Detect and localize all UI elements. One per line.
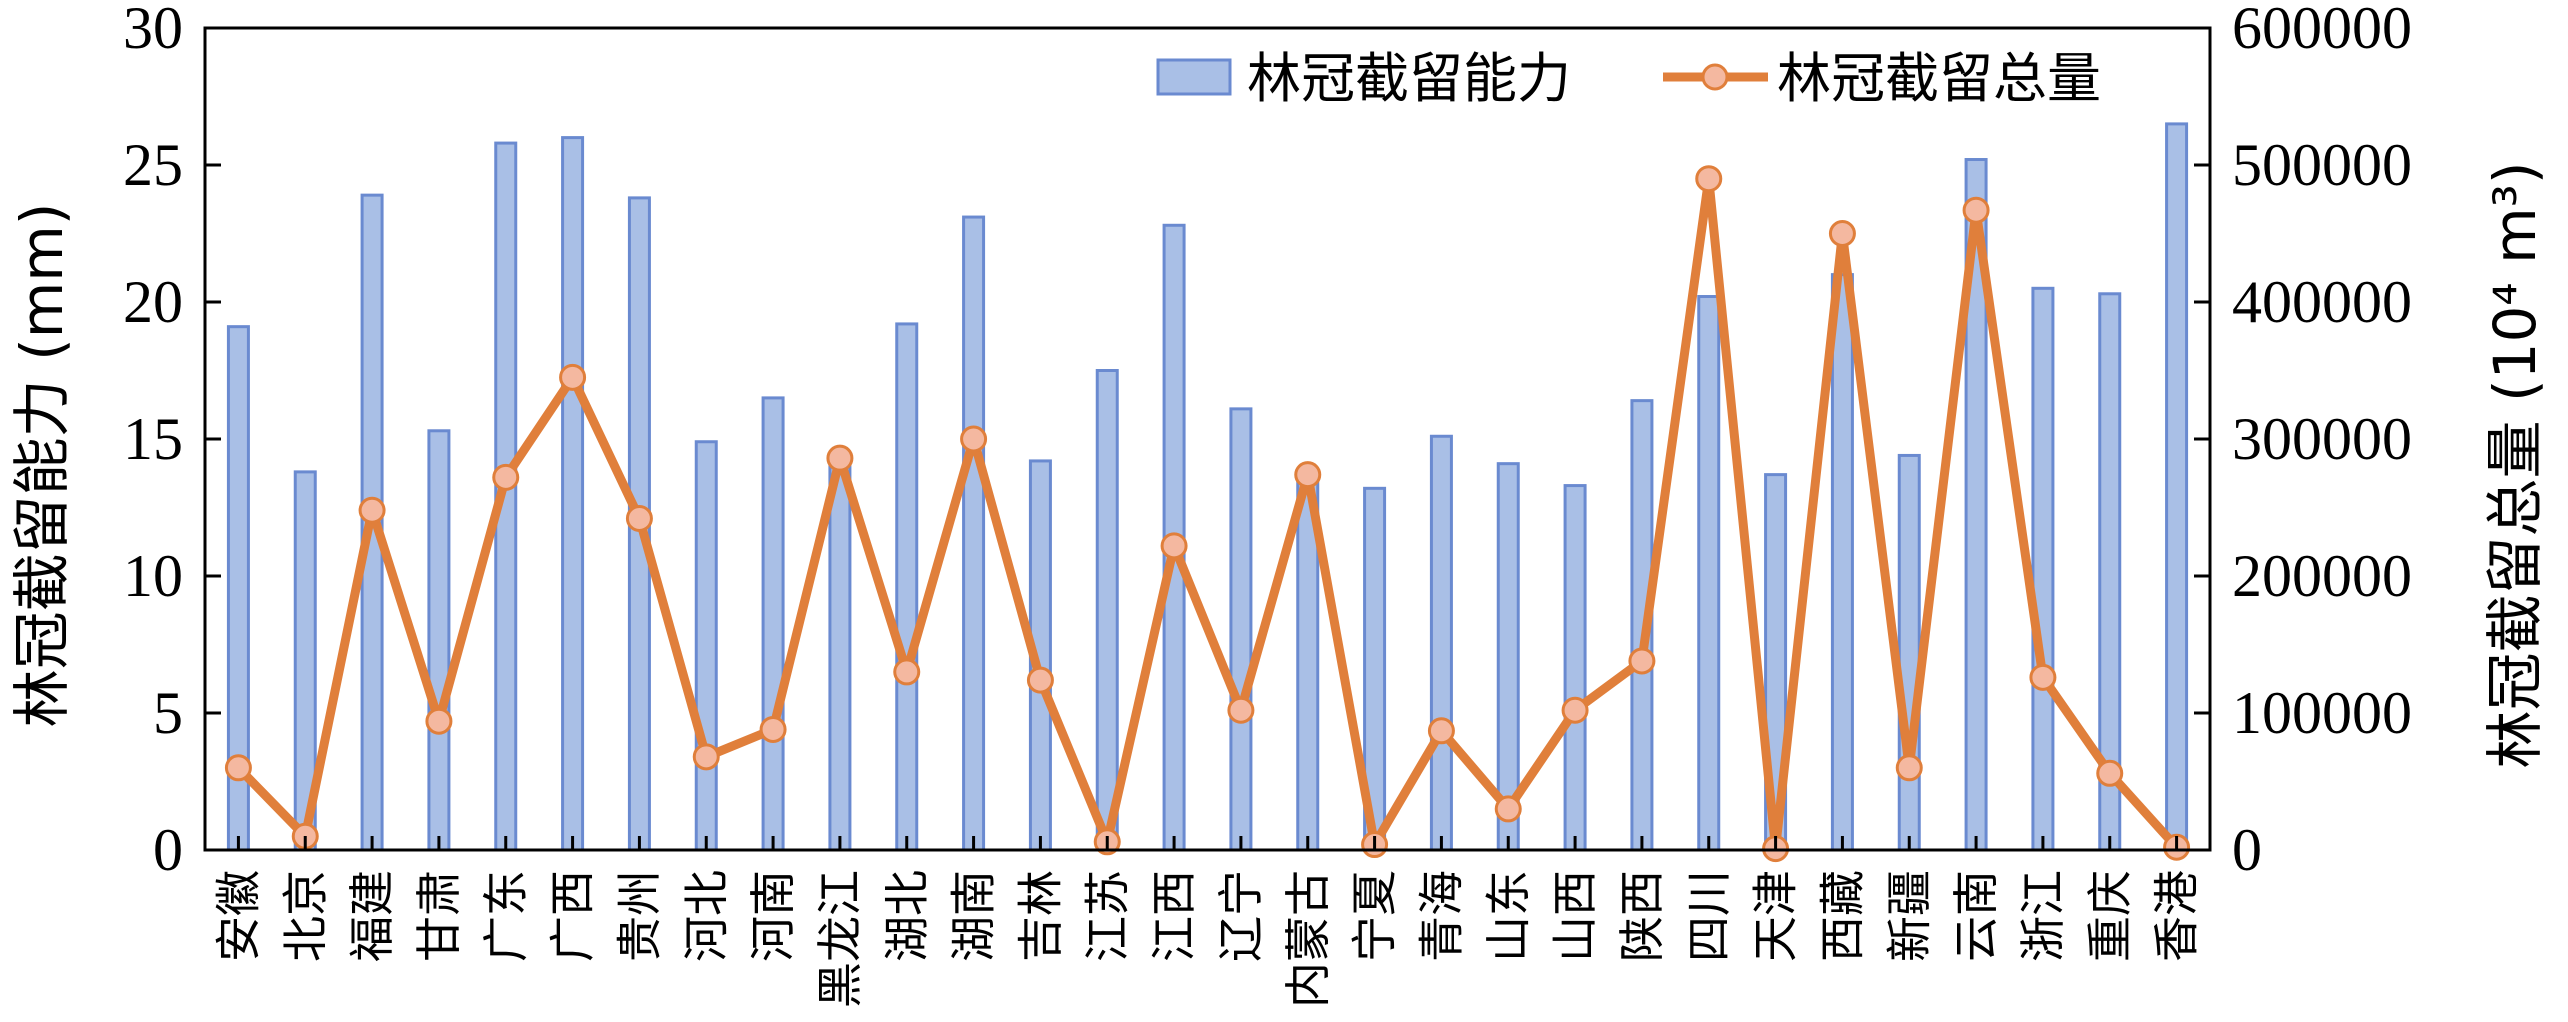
x-tick-label: 河南	[746, 870, 800, 962]
line-point	[1160, 532, 1188, 560]
y-axis-right-title: 林冠截留总量 (10⁴ m³)	[2481, 162, 2549, 769]
ticks-layer: 0 5 10 15 20 25 30 0 100000 200000 300000 400000 500…	[123, 0, 2412, 1008]
x-tick-label: 内蒙古	[1281, 870, 1335, 1008]
bars-layer	[226, 122, 2189, 852]
axes-layer	[203, 26, 2212, 852]
bar	[2165, 122, 2189, 852]
y-tick-label-left: 25	[123, 132, 183, 198]
x-tick-label: 湖南	[947, 870, 1001, 962]
line-point	[1294, 461, 1322, 489]
x-tick-label: 西藏	[1815, 870, 1869, 962]
x-tick-label: 贵州	[612, 870, 666, 962]
y-tick-label-right: 500000	[2232, 132, 2412, 198]
x-tick-label: 浙江	[2016, 870, 2070, 962]
line-point	[425, 707, 453, 735]
line-point	[1494, 795, 1522, 823]
y-tick-label-left: 0	[153, 817, 183, 883]
legend-line-label: 林冠截留总量	[1777, 47, 2101, 110]
bar	[962, 215, 986, 852]
legend-line-marker	[1701, 63, 1729, 91]
y-tick-label-left: 5	[153, 680, 183, 746]
bar	[1563, 484, 1587, 852]
x-tick-label: 四川	[1682, 870, 1736, 962]
x-tick-label: 福建	[345, 870, 399, 962]
bar	[1897, 453, 1921, 852]
legend-bar-swatch	[1156, 58, 1232, 96]
x-tick-label: 陕西	[1615, 870, 1669, 962]
x-tick-label: 广西	[546, 870, 600, 962]
y-tick-label-right: 200000	[2232, 543, 2412, 609]
line-point	[358, 496, 386, 524]
y-tick-label-right: 0	[2232, 817, 2262, 883]
y-tick-label-right: 100000	[2232, 680, 2412, 746]
series-line	[235, 174, 2180, 854]
line-point	[1962, 196, 1990, 224]
bar	[828, 464, 852, 852]
line-point	[692, 743, 720, 771]
bar	[1229, 407, 1253, 852]
bar	[1095, 369, 1119, 852]
line-point	[1561, 696, 1589, 724]
y-tick-label-left: 20	[123, 269, 183, 335]
x-tick-label: 辽宁	[1214, 870, 1268, 962]
line-point	[1695, 165, 1723, 193]
line-point	[1427, 717, 1455, 745]
line-point	[2029, 663, 2057, 691]
legend-bar-label: 林冠截留能力	[1247, 47, 1571, 110]
x-tick-label: 湖北	[880, 870, 934, 962]
x-tick-label: 甘肃	[412, 870, 466, 962]
x-tick-label: 广东	[479, 870, 533, 962]
y-tick-label-left: 30	[123, 0, 183, 61]
x-tick-label: 河北	[679, 870, 733, 962]
bar	[895, 322, 919, 852]
x-tick-label: 重庆	[2083, 870, 2137, 962]
line-point	[960, 425, 988, 453]
y-tick-label-right: 400000	[2232, 269, 2412, 335]
bar	[1429, 434, 1453, 852]
line-point	[759, 715, 787, 743]
bar	[561, 136, 585, 852]
y-axis-left-title: 林冠截留能力 (mm)	[8, 203, 76, 728]
x-tick-label: 山东	[1481, 870, 1535, 962]
line-point	[1895, 754, 1923, 782]
y-tick-label-right: 600000	[2232, 0, 2412, 61]
x-tick-label: 宁夏	[1348, 870, 1402, 962]
x-tick-label: 江苏	[1080, 870, 1134, 962]
line-point	[1828, 220, 1856, 247]
x-tick-label: 吉林	[1013, 870, 1067, 962]
line-point	[559, 363, 587, 391]
x-tick-label: 青海	[1414, 870, 1468, 962]
line-point	[224, 754, 252, 782]
y-tick-label-left: 10	[123, 543, 183, 609]
bar	[694, 440, 718, 852]
x-tick-label: 新疆	[1882, 870, 1936, 962]
bar	[761, 396, 785, 852]
x-tick-label: 云南	[1949, 870, 2003, 962]
legend: 林冠截留能力 林冠截留总量	[1156, 47, 2101, 110]
bar	[1830, 273, 1854, 852]
y-tick-label-right: 300000	[2232, 406, 2412, 472]
bar	[1697, 295, 1721, 852]
x-tick-label: 江西	[1147, 870, 1201, 962]
line-point	[826, 444, 854, 472]
line-point	[492, 463, 520, 491]
line-point	[1628, 647, 1656, 675]
line-point	[893, 658, 921, 686]
x-tick-label: 天津	[1749, 870, 1803, 962]
line-point	[2096, 759, 2124, 787]
x-tick-label: 黑龙江	[813, 870, 867, 1008]
x-tick-label: 安徽	[211, 870, 265, 962]
x-tick-label: 山西	[1548, 870, 1602, 962]
y-tick-label-left: 15	[123, 406, 183, 472]
bar	[2031, 286, 2055, 852]
line-layer	[224, 165, 2191, 863]
line-point	[625, 504, 653, 532]
line-point	[1026, 666, 1054, 694]
line-point	[1227, 696, 1255, 724]
x-tick-label: 香港	[2150, 870, 2204, 962]
x-tick-label: 北京	[278, 870, 332, 962]
bar	[427, 429, 451, 852]
